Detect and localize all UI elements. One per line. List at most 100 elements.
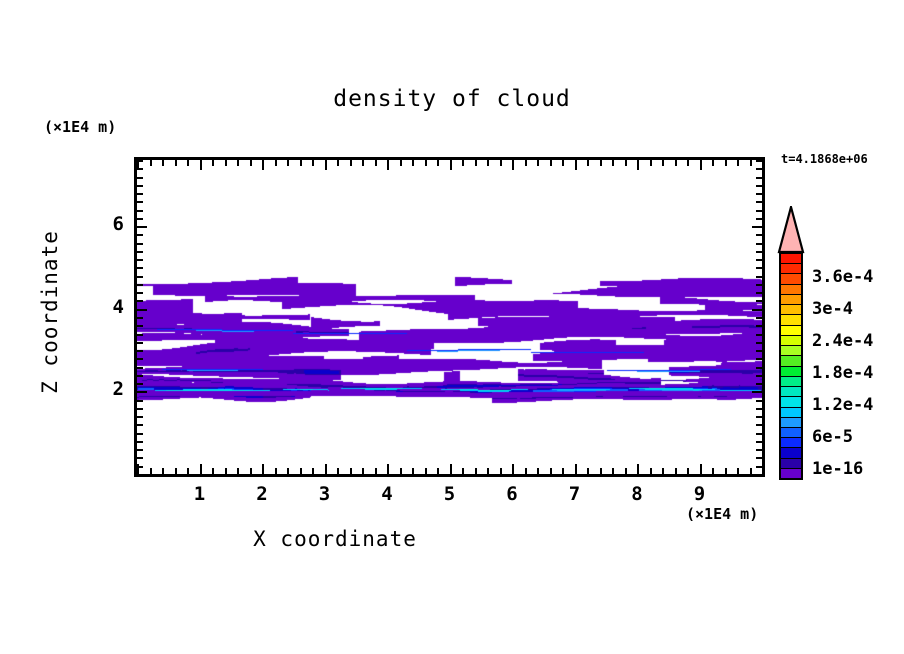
axis-tick <box>387 160 389 170</box>
axis-tick <box>756 383 762 385</box>
axis-tick <box>587 160 589 166</box>
axis-tick <box>337 160 339 166</box>
axis-tick <box>756 334 762 336</box>
axis-tick <box>756 259 762 261</box>
axis-tick <box>550 468 552 474</box>
axis-tick <box>137 449 143 451</box>
axis-tick <box>175 468 177 474</box>
axis-tick <box>137 457 143 459</box>
axis-tick <box>262 464 264 474</box>
axis-tick <box>137 210 143 212</box>
axis-tick <box>137 433 143 435</box>
axis-tick <box>362 468 364 474</box>
axis-tick <box>400 468 402 474</box>
axis-tick <box>137 185 143 187</box>
axis-tick <box>375 160 377 166</box>
axis-tick <box>756 218 762 220</box>
axis-tick <box>187 160 189 166</box>
axis-tick <box>525 160 527 166</box>
axis-tick <box>487 160 489 166</box>
axis-tick <box>137 160 143 162</box>
axis-tick <box>437 468 439 474</box>
axis-tick <box>752 474 762 476</box>
axis-tick <box>700 160 702 170</box>
axis-tick <box>137 466 143 468</box>
axis-tick <box>312 160 314 166</box>
axis-tick <box>512 160 514 170</box>
page-title: density of cloud <box>333 86 571 112</box>
colorbar-arrow-cap <box>777 206 805 254</box>
x-tick-label: 1 <box>193 483 206 505</box>
colorbar-band <box>781 366 801 377</box>
axis-tick <box>756 234 762 236</box>
axis-tick <box>756 449 762 451</box>
axis-tick <box>475 468 477 474</box>
axis-tick <box>762 464 764 474</box>
axis-tick <box>756 168 762 170</box>
axis-tick <box>625 160 627 166</box>
axis-tick <box>662 160 664 166</box>
colorbar-tick-label: 2.4e-4 <box>812 331 874 352</box>
axis-tick <box>756 185 762 187</box>
colorbar-band <box>781 294 801 306</box>
colorbar-band <box>781 458 801 469</box>
axis-tick <box>137 474 147 476</box>
axis-tick <box>756 276 762 278</box>
axis-tick <box>756 416 762 418</box>
axis-tick <box>150 468 152 474</box>
y-tick-label: 4 <box>112 295 124 318</box>
axis-tick <box>425 468 427 474</box>
axis-tick <box>756 251 762 253</box>
axis-tick <box>675 160 677 166</box>
axis-tick <box>137 367 143 369</box>
axis-tick <box>756 375 762 377</box>
axis-tick <box>537 468 539 474</box>
axis-tick <box>212 160 214 166</box>
colorbar-tick-label: 1.8e-4 <box>812 362 874 383</box>
axis-tick <box>137 276 143 278</box>
axis-tick <box>537 160 539 166</box>
axis-tick <box>756 325 762 327</box>
axis-tick <box>500 160 502 166</box>
axis-tick <box>562 468 564 474</box>
plot-area <box>134 157 765 477</box>
axis-tick <box>300 468 302 474</box>
axis-tick <box>450 464 452 474</box>
x-tick-label: 4 <box>381 483 393 505</box>
axis-tick <box>650 468 652 474</box>
axis-tick <box>625 468 627 474</box>
axis-tick <box>756 210 762 212</box>
axis-tick <box>137 160 139 170</box>
axis-tick <box>700 464 702 474</box>
axis-tick <box>756 160 762 162</box>
colorbar-band <box>781 274 801 285</box>
axis-tick <box>137 416 143 418</box>
colorbar-band <box>781 356 801 367</box>
axis-tick <box>575 464 577 474</box>
axis-tick <box>262 160 264 170</box>
colorbar-band <box>781 417 801 428</box>
axis-tick <box>337 468 339 474</box>
axis-tick <box>756 284 762 286</box>
axis-tick <box>137 408 143 410</box>
colorbar-band <box>781 284 801 295</box>
colorbar-band <box>781 438 801 449</box>
axis-tick <box>362 160 364 166</box>
axis-tick <box>275 468 277 474</box>
axis-tick <box>187 468 189 474</box>
axis-tick <box>752 226 762 228</box>
colorbar-tick-label: 3.6e-4 <box>812 267 874 288</box>
axis-tick <box>137 350 143 352</box>
axis-tick <box>375 468 377 474</box>
colorbar-band <box>781 254 801 265</box>
axis-tick <box>612 160 614 166</box>
axis-tick <box>250 160 252 166</box>
colorbar-band <box>781 387 801 398</box>
axis-tick <box>137 193 143 195</box>
colorbar-tick-label: 1e-16 <box>812 458 864 479</box>
axis-tick <box>550 160 552 166</box>
axis-tick <box>487 468 489 474</box>
axis-tick <box>600 160 602 166</box>
axis-tick <box>162 468 164 474</box>
axis-tick <box>752 309 762 311</box>
